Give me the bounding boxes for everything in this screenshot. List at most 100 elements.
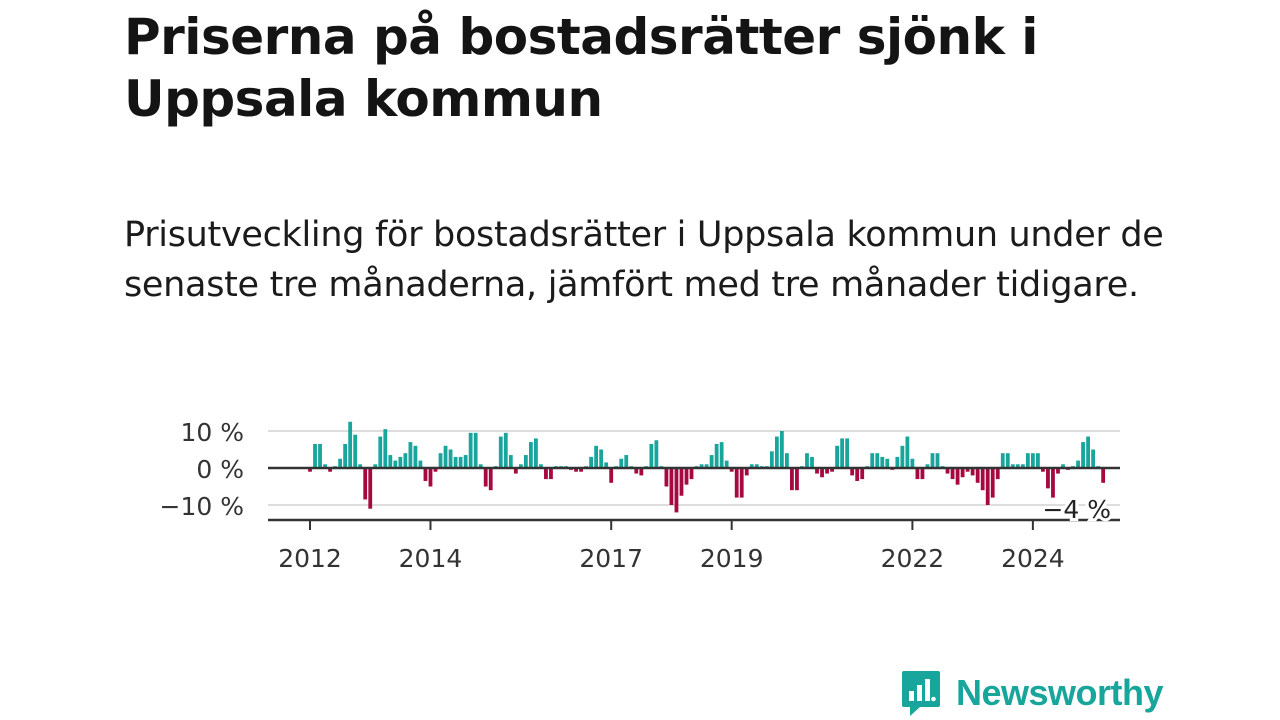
bar: [930, 453, 935, 468]
bar: [855, 468, 860, 481]
y-tick-label: 10 %: [180, 418, 244, 447]
bar: [1041, 468, 1045, 472]
bar: [473, 432, 478, 468]
bar: [990, 468, 995, 498]
bar: [448, 449, 453, 468]
bar: [749, 464, 754, 468]
newsworthy-chart-bubble-icon: [902, 671, 940, 716]
bar: [483, 468, 488, 487]
bar: [388, 455, 393, 468]
bar: [669, 468, 674, 505]
bar: [825, 468, 829, 474]
bar: [1076, 460, 1080, 468]
bars-layer: [308, 421, 1106, 513]
bar: [805, 453, 809, 468]
bar: [674, 468, 679, 513]
bar: [885, 458, 890, 468]
bar: [579, 468, 583, 472]
bar: [704, 464, 709, 468]
bar: [684, 468, 689, 485]
bar: [523, 455, 528, 468]
bar: [689, 468, 694, 480]
bar: [599, 449, 604, 468]
bar: [368, 468, 373, 509]
bar: [830, 468, 834, 472]
bar: [308, 468, 312, 472]
chart-subtitle: Prisutveckling för bostadsrätter i Uppsa…: [124, 215, 1164, 305]
bar: [895, 456, 900, 468]
bar: [820, 468, 824, 478]
bar: [1056, 468, 1060, 474]
newsworthy-logo[interactable]: Newsworthy: [900, 668, 1164, 718]
bar: [393, 460, 398, 468]
bar: [1086, 436, 1090, 468]
bar: [850, 468, 855, 476]
bar: [574, 468, 578, 472]
bar: [438, 453, 443, 468]
bar: [845, 438, 850, 468]
bar: [995, 468, 1000, 480]
bar: [619, 458, 624, 468]
bar: [343, 443, 348, 468]
bar: [960, 468, 965, 478]
x-tick-label: 2014: [399, 544, 463, 573]
bar: [468, 432, 473, 468]
bar: [654, 440, 659, 468]
bar: [508, 455, 513, 468]
bar: [413, 445, 418, 468]
bar: [724, 460, 729, 468]
x-tick-label: 2012: [278, 544, 342, 573]
bar: [1015, 464, 1020, 468]
bar: [840, 438, 845, 468]
bar: [1000, 453, 1005, 468]
bar: [860, 468, 865, 480]
bar: [513, 468, 518, 474]
bar: [358, 464, 363, 468]
bar: [699, 464, 704, 468]
bar: [378, 436, 383, 468]
bar: [1046, 468, 1050, 489]
y-tick-label: −10 %: [160, 492, 244, 521]
bar: [544, 468, 548, 480]
bar: [815, 468, 819, 474]
bar: [955, 468, 960, 485]
bar: [744, 468, 749, 476]
bar: [539, 464, 543, 468]
bar: [785, 453, 789, 468]
last-value-label: −4 %: [1042, 495, 1111, 524]
bar: [528, 442, 533, 468]
bar: [443, 445, 448, 468]
y-tick-label: 0 %: [196, 455, 244, 484]
bar: [754, 464, 759, 468]
bar: [915, 468, 920, 480]
bar: [1101, 468, 1106, 483]
bar: [549, 468, 553, 480]
bar: [323, 464, 327, 468]
bar: [1030, 453, 1035, 468]
bar: [649, 443, 654, 468]
bar: [870, 453, 875, 468]
bar: [950, 468, 955, 480]
bar: [604, 462, 609, 468]
bar: [498, 436, 503, 468]
bar: [910, 458, 915, 468]
bar: [980, 468, 985, 491]
bar: [1091, 449, 1096, 468]
bar: [945, 468, 950, 474]
bar: [1061, 464, 1065, 468]
bar: [423, 468, 428, 481]
bar: [589, 456, 594, 468]
bar: [880, 456, 885, 468]
bar: [970, 468, 975, 476]
bar: [664, 468, 669, 487]
bar: [318, 443, 322, 468]
bar: [875, 453, 880, 468]
bar: [790, 468, 794, 491]
x-tick-label: 2024: [1001, 544, 1065, 573]
bar: [1025, 453, 1030, 468]
bar: [488, 468, 493, 491]
bar: [383, 429, 388, 468]
x-tick-label: 2022: [881, 544, 945, 573]
bar: [348, 421, 353, 468]
bar: [458, 456, 463, 468]
